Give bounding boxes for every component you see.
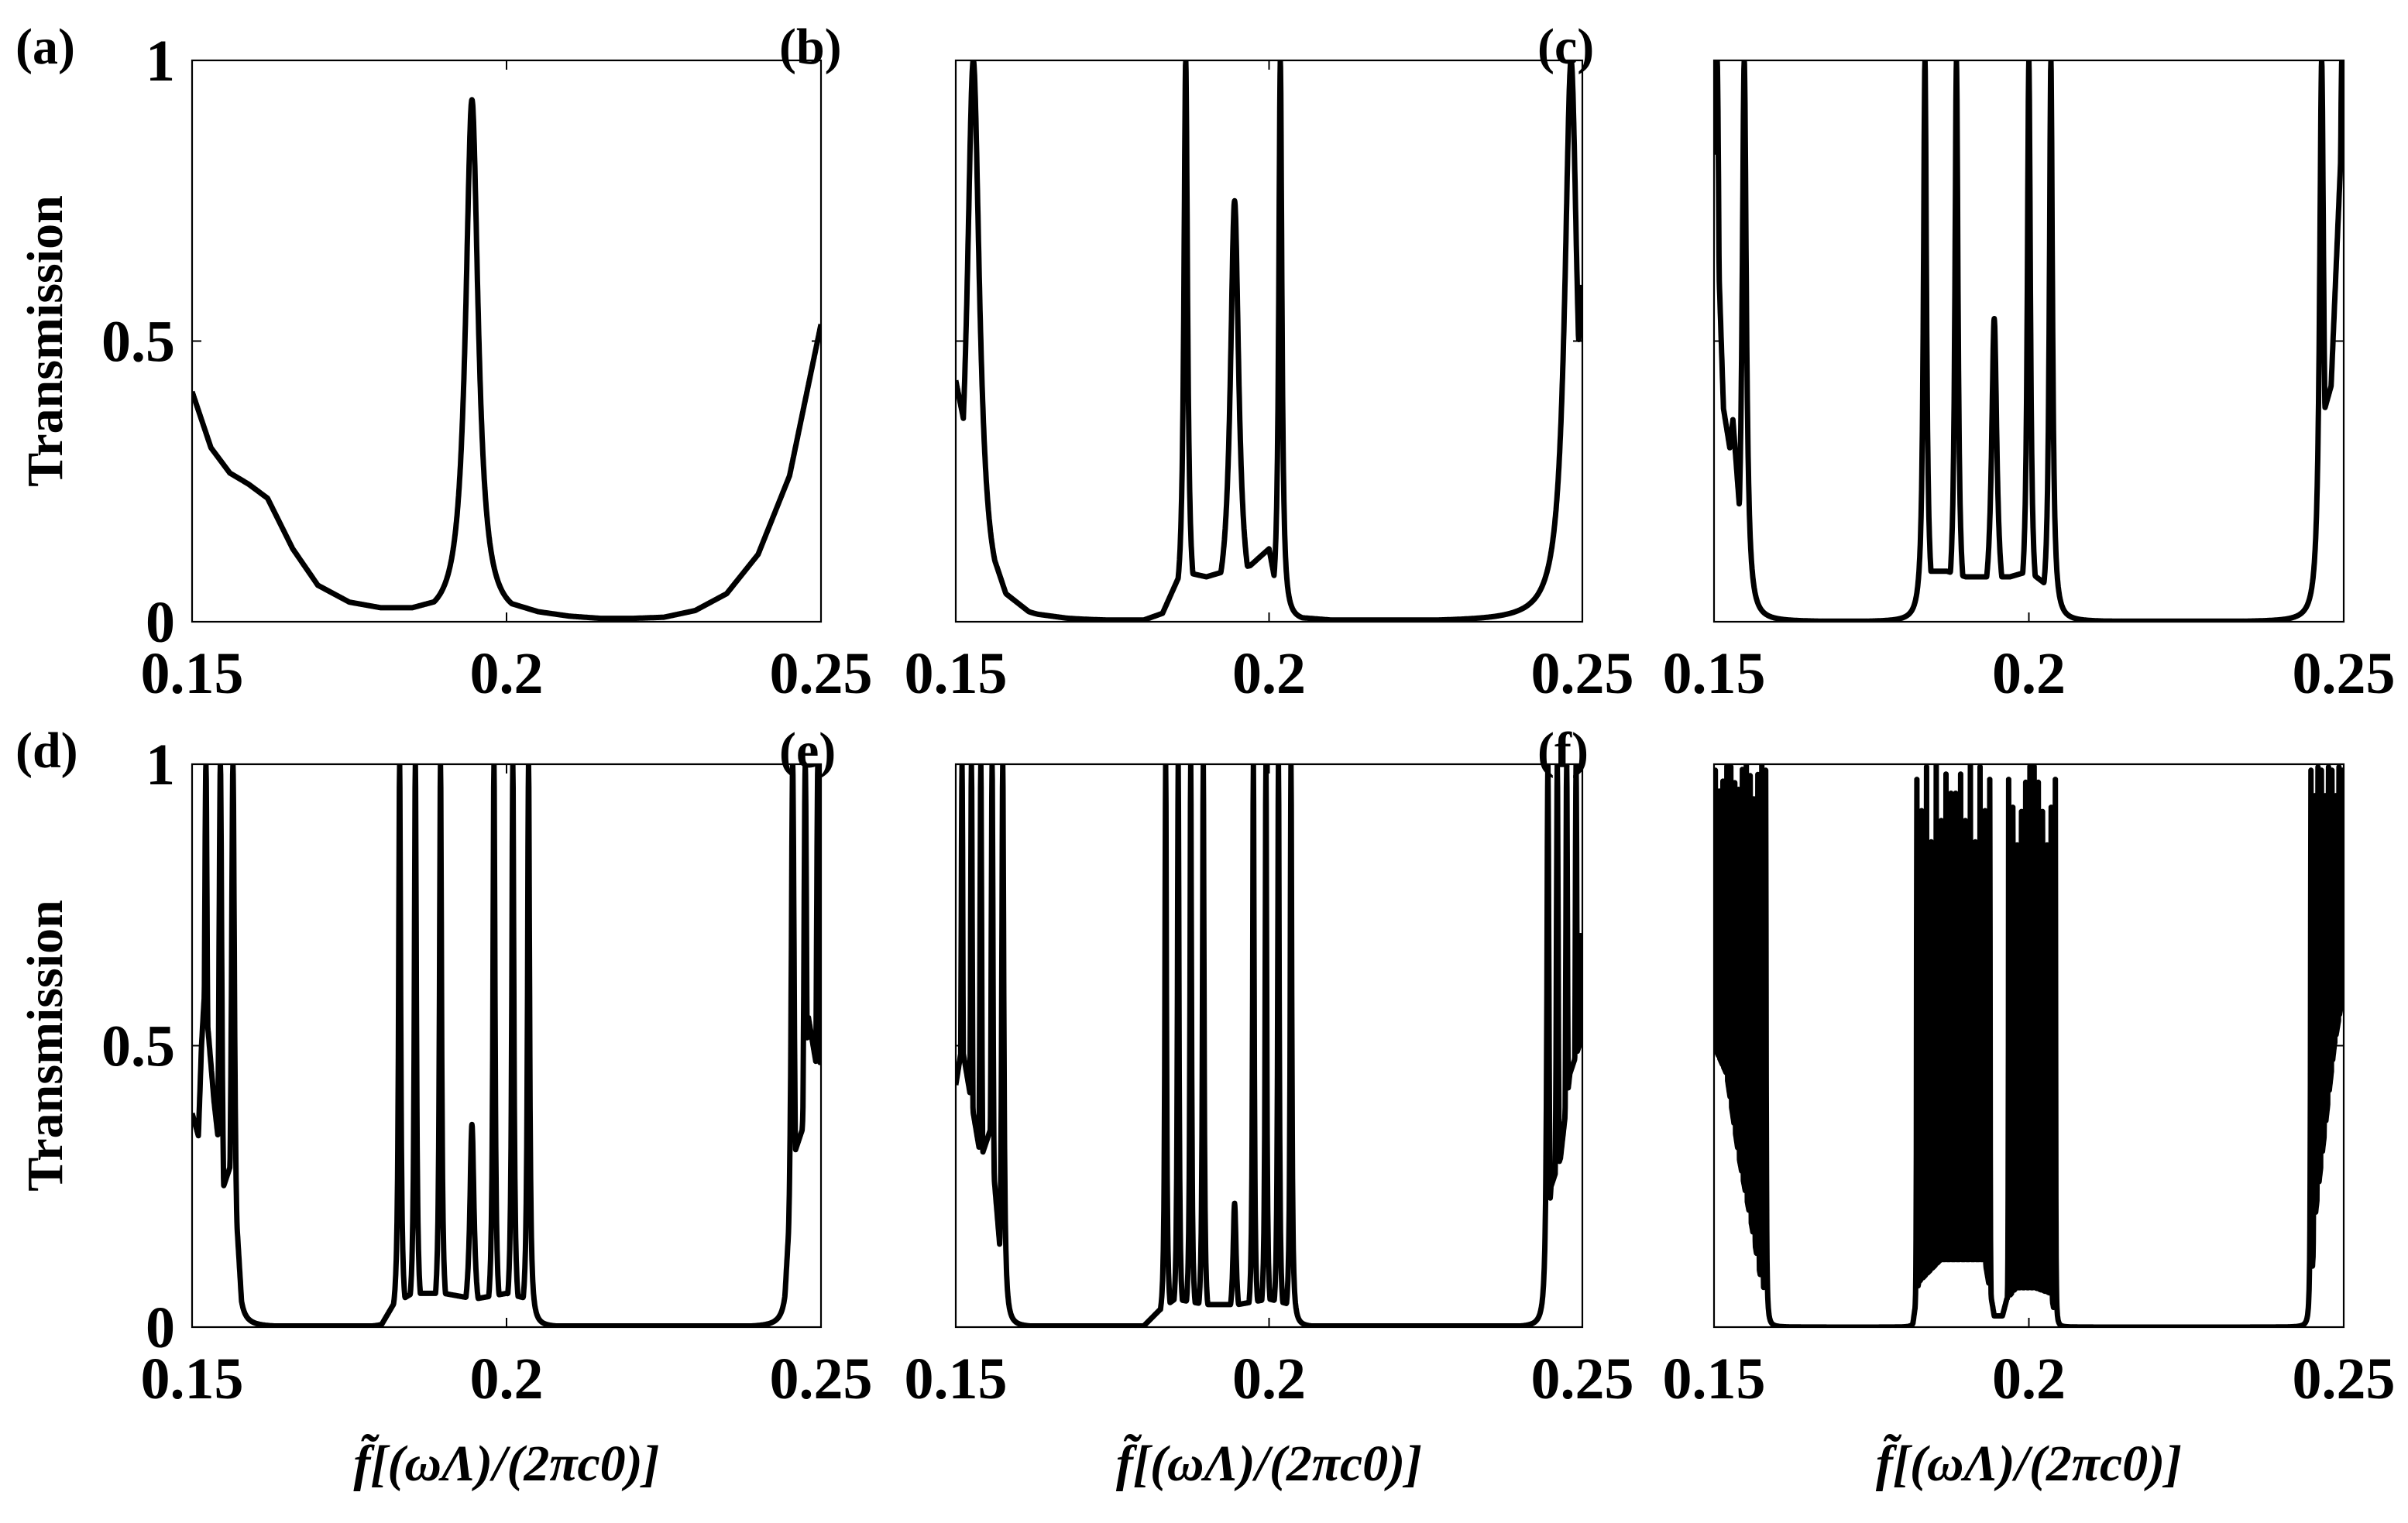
- panel-label: (f): [1537, 722, 1589, 779]
- x-tick-label: 0.2: [1992, 641, 2066, 706]
- panel-label: (d): [15, 722, 78, 779]
- transmission-series-line-d: [192, 764, 821, 1327]
- transmission-series-line-b: [956, 60, 1582, 622]
- x-tick-label: 0.25: [770, 641, 873, 706]
- plot-frame: [954, 59, 1584, 623]
- x-tick-label: 0.25: [1531, 1346, 1634, 1412]
- x-tick-label: 0.15: [1663, 641, 1766, 706]
- panel-f: 0.15 0.2 0.25 (f) f̃[(ωΛ)/(2πc0)]: [1537, 722, 2396, 1492]
- x-axis-label: f̃[(ωΛ)/(2πc0)]: [1876, 1434, 2182, 1492]
- x-tick-label: 0.2: [470, 1346, 544, 1412]
- transmission-series-line-e: [956, 764, 1582, 1327]
- x-tick-label: 0.2: [1992, 1346, 2066, 1412]
- panel-label: (b): [779, 19, 842, 75]
- y-axis-label: Transmission: [17, 195, 74, 487]
- y-tick-label: 1: [146, 732, 175, 798]
- x-tick-label: 0.2: [1232, 641, 1306, 706]
- x-axis-label: f̃[(ωΛ)/(2πc0)]: [1116, 1434, 1422, 1492]
- x-tick-label: 0.15: [141, 641, 244, 706]
- x-tick-label: 0.25: [1531, 641, 1634, 706]
- panel-label: (a): [15, 19, 75, 75]
- y-tick-label: 1: [146, 29, 175, 94]
- y-tick-label: 0.5: [101, 310, 175, 375]
- x-tick-label: 0.15: [905, 641, 1008, 706]
- transmission-series-line-f: [1714, 764, 2344, 1327]
- x-tick-label: 0.15: [1663, 1346, 1766, 1412]
- x-tick-label: 0.25: [2293, 1346, 2396, 1412]
- panel-label: (c): [1537, 19, 1594, 75]
- x-tick-label: 0.2: [1232, 1346, 1306, 1412]
- x-tick-label: 0.2: [470, 641, 544, 706]
- x-tick-label: 0.15: [905, 1346, 1008, 1412]
- panel-b: 0.15 0.2 0.25 (b): [779, 19, 1634, 706]
- x-tick-label: 0.25: [770, 1346, 873, 1412]
- y-tick-label: 0.5: [101, 1014, 175, 1079]
- panel-label: (e): [779, 722, 836, 779]
- panel-c: 0.15 0.2 0.25 (c): [1537, 19, 2396, 706]
- x-axis-label: f̃[(ωΛ)/(2πc0)]: [353, 1434, 659, 1492]
- y-axis-label: Transmission: [17, 900, 74, 1192]
- plot-frame: [191, 763, 823, 1329]
- y-tick-label: 0: [146, 590, 175, 655]
- y-tick-label: 0: [146, 1295, 175, 1360]
- x-tick-label: 0.15: [141, 1346, 244, 1412]
- x-tick-label: 0.25: [2293, 641, 2396, 706]
- panel-d: 0.15 0.2 0.25 0 0.5 1 (d) Transmission f̃[(ωΛ)/(…: [15, 722, 873, 1492]
- panel-e: 0.15 0.2 0.25 (e) f̃[(ωΛ)/(2πc0)]: [779, 722, 1634, 1492]
- transmission-series-line-a: [192, 97, 821, 622]
- panel-a: 0.15 0.2 0.25 0 0.5 1 (a) Transmission: [15, 19, 873, 706]
- transmission-series-line-c: [1714, 60, 2344, 622]
